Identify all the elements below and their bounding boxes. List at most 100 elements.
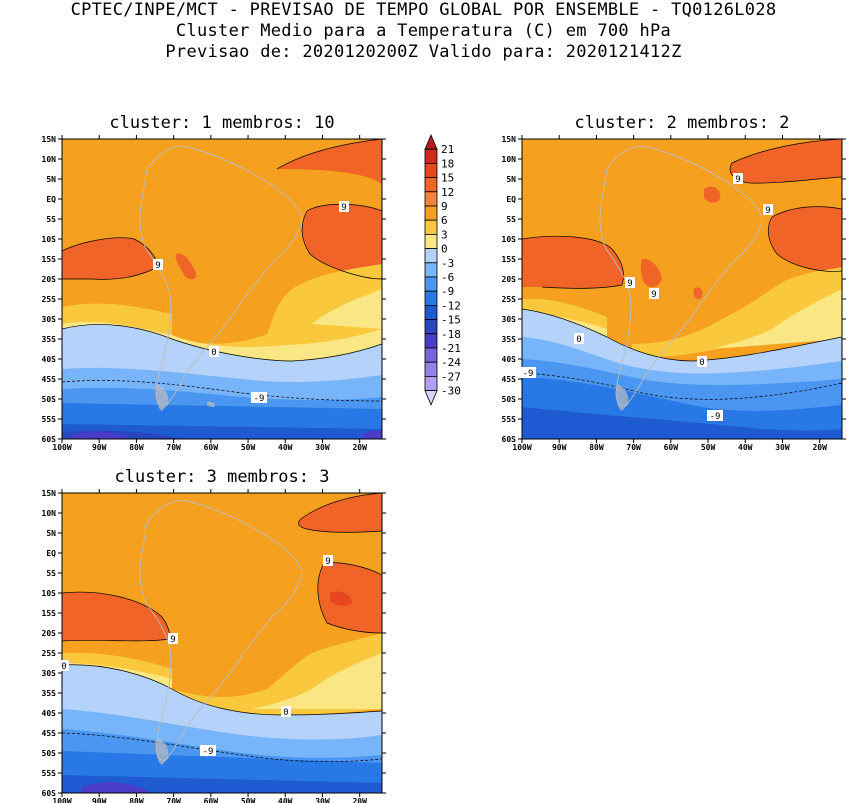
lat-tick-label: EQ [46,195,56,204]
colorbar-level-label: -3 [441,257,454,270]
lon-tick-label: 80W [589,443,604,452]
lat-tick-label: 15N [42,489,57,498]
lat-tick-label: 10N [42,155,57,164]
lat-tick-label: 55S [502,415,517,424]
lat-tick-label: 25S [42,295,57,304]
lon-tick-label: 50W [241,797,256,803]
contour-label: 0 [61,662,66,672]
colorbar-level-label: -18 [441,328,461,341]
colorbar-swatch [424,333,438,349]
contour-label-bg [574,333,584,344]
colorbar-level-label: -12 [441,299,461,312]
colorbar-level-label: -6 [441,271,454,284]
lat-tick-label: 40S [42,355,57,364]
panel-3-title: cluster: 3 membros: 3 [114,467,330,487]
contour-label-bg [168,633,178,644]
lat-tick-label: 5N [46,529,56,538]
lon-tick-label: 40W [278,797,293,803]
lat-tick-label: 50S [502,395,517,404]
lon-tick-label: 100W [512,443,531,452]
lat-tick-label: 30S [42,315,57,324]
colorbar-swatch [424,219,438,235]
figure-subtitle: Cluster Medio para a Temperatura (C) em … [175,21,672,41]
lon-tick-label: 60W [204,797,219,803]
contour-label: 9 [735,175,740,185]
contour-label-bg [59,660,69,671]
colorbar-swatch [424,234,438,250]
colorbar-level-label: 9 [441,200,448,213]
lon-tick-label: 70W [166,797,181,803]
lat-tick-label: 45S [502,375,517,384]
colorbar-swatch [424,248,438,264]
colorbar-top-arrow [424,133,438,150]
lat-tick-label: 30S [42,669,57,678]
lon-tick-label: 90W [92,443,107,452]
colorbar-level-label: -9 [441,285,454,298]
colorbar-swatch [424,177,438,193]
colorbar-level-label: 6 [441,214,448,227]
contour-label-bg [339,201,349,212]
panel-1-title: cluster: 1 membros: 10 [109,113,335,133]
lat-tick-label: 50S [42,395,57,404]
forecast-validity: Previsao de: 2020120200Z Valido para: 20… [165,42,682,62]
colorbar-swatch [424,191,438,207]
contour-label: 9 [765,206,770,216]
colorbar-level-label: 3 [441,228,448,241]
lat-tick-label: 40S [502,355,517,364]
lat-tick-label: 60S [42,789,57,798]
colorbar-level-label: -24 [441,356,461,369]
contour-label-bg [733,173,743,184]
lon-tick-label: 20W [352,443,367,452]
lat-tick-label: 5S [46,569,56,578]
colorbar-level-label: -15 [441,314,461,327]
contour-label: -9 [523,369,534,379]
colorbar-level-label: -21 [441,342,461,355]
colorbar-bottom-arrow [424,390,438,406]
colorbar-level-label: -30 [441,385,461,398]
contour-label-bg [697,356,707,367]
colorbar-level-label: 18 [441,157,454,170]
lat-tick-label: 60S [502,435,517,444]
lat-tick-label: 15N [42,135,57,144]
lat-tick-label: 45S [42,375,57,384]
lat-tick-label: 25S [502,295,517,304]
colorbar-level-label: 21 [441,143,454,156]
contour-label: 9 [325,557,330,567]
contour-label: 9 [341,203,346,213]
contour-label-bg [763,204,773,215]
panel-3-map: 9 9 0 0 -9 15N 10N 5N EQ 5S 10S 15S 20S 25S 30S 35S 40S… [42,489,386,803]
lat-tick-label: 10N [502,155,517,164]
colorbar-level-label: 12 [441,186,454,199]
contour-label: -9 [710,412,721,422]
colorbar-swatch [424,290,438,306]
colorbar-swatch [424,319,438,335]
lat-tick-label: 35S [502,335,517,344]
colorbar-swatch [424,148,438,164]
contour-label-bg [200,745,216,756]
lat-tick-label: 40S [42,709,57,718]
contour-label-bg [209,346,219,357]
panel-2-map: 9 9 9 9 0 0 -9 -9 15N 10N 5N EQ 5S 10S 15S 20S 25S 30S 35… [502,135,846,452]
lat-tick-label: 5N [506,175,516,184]
lat-tick-label: 50S [42,749,57,758]
colorbar-swatch [424,205,438,221]
lon-tick-label: 20W [812,443,827,452]
lat-tick-label: 20S [42,629,57,638]
colorbar-level-label: 15 [441,172,454,185]
colorbar-swatch [424,347,438,363]
lon-tick-label: 40W [738,443,753,452]
colorbar-swatch [424,262,438,278]
panel-1-map: 9 9 0 -9 15N 10N 5N EQ 5S 10S 15S 20S 25S 30S 35S 40S 4… [42,135,386,452]
colorbar-level-label: -27 [441,370,461,383]
colorbar-swatch [424,276,438,292]
lat-tick-label: 15S [42,255,57,264]
lon-tick-label: 40W [278,443,293,452]
lat-tick-label: 10S [42,589,57,598]
contour-label-bg [323,555,333,566]
colorbar-swatch [424,361,438,377]
lat-tick-label: 15S [502,255,517,264]
colorbar-level-label: 0 [441,243,448,256]
lat-tick-label: 15N [502,135,517,144]
lat-tick-label: 45S [42,729,57,738]
